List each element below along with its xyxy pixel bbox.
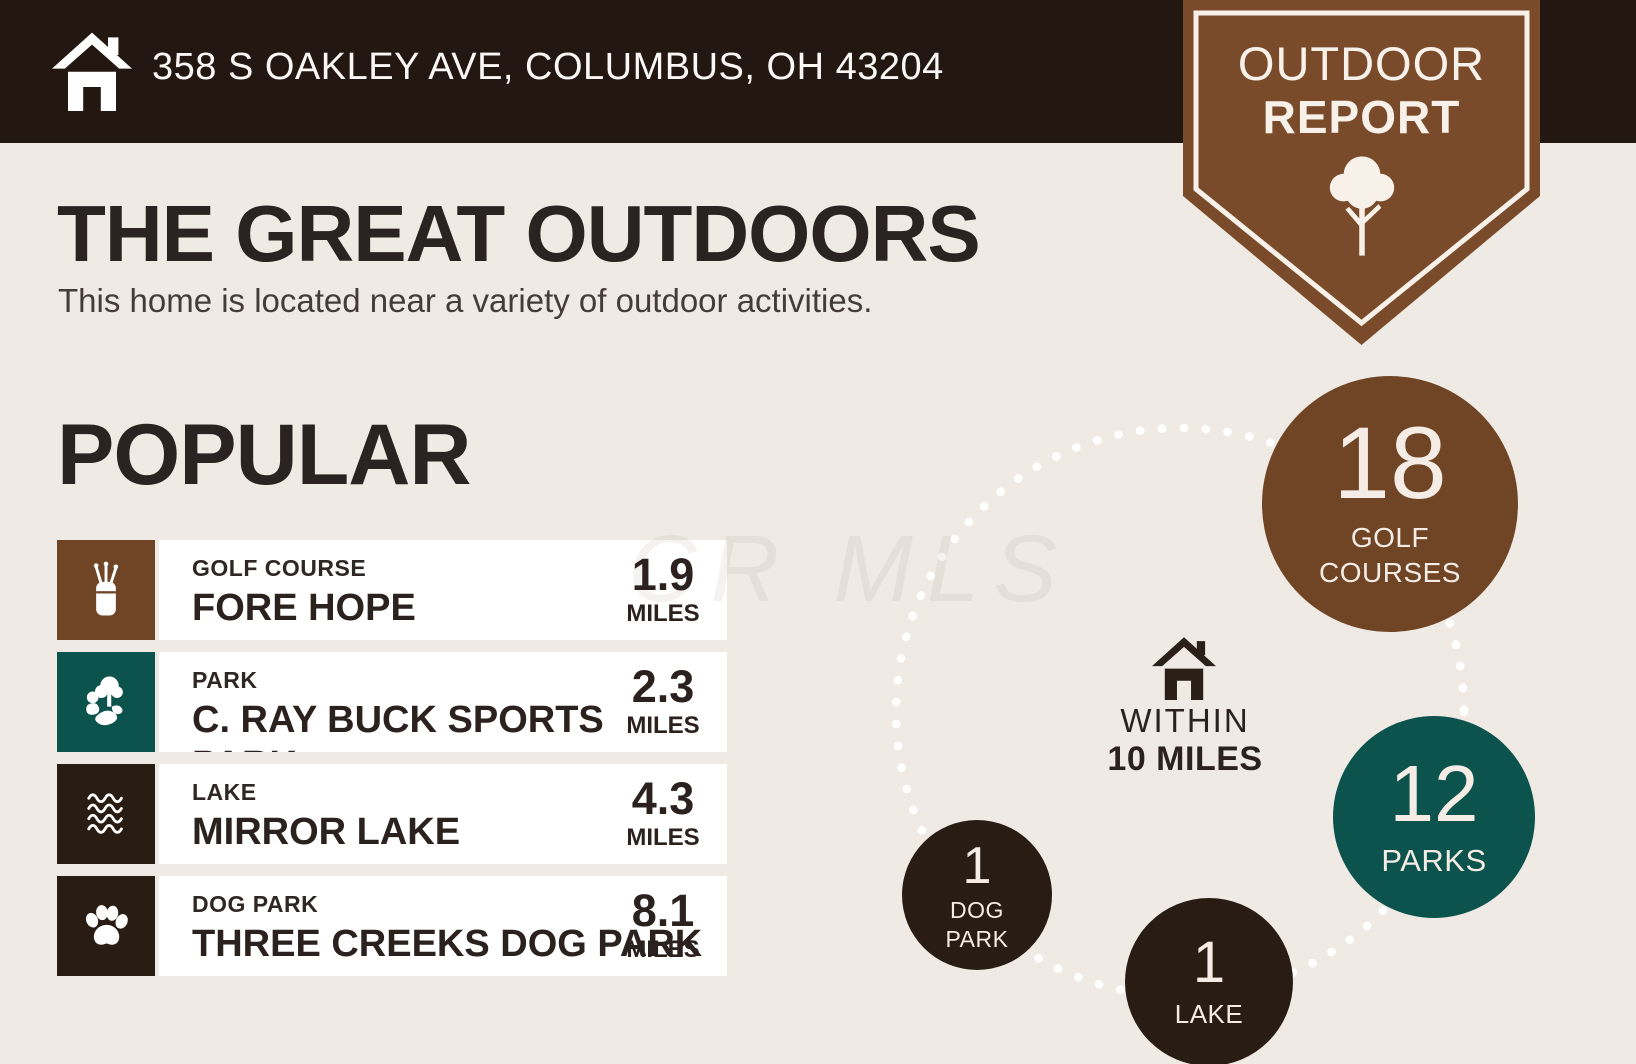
ribbon-title-line2: REPORT [1262, 91, 1461, 143]
item-distance-block: 2.3 MILES [613, 664, 713, 740]
category-icon-tile [57, 876, 155, 976]
bubble-count: 1 [1192, 929, 1226, 995]
item-distance: 8.1 [631, 885, 695, 936]
list-item-content: GOLF COURSE FORE HOPE 1.9 MILES [159, 540, 727, 640]
center-home-icon [1152, 637, 1216, 700]
park-trees-icon [86, 676, 123, 726]
bubble-count: 18 [1333, 406, 1447, 520]
list-item-lake: LAKE MIRROR LAKE 4.3 MILES [57, 764, 727, 864]
list-item-content: PARK C. RAY BUCK SPORTS PARK 2.3 MILES [159, 652, 727, 752]
list-item-content: LAKE MIRROR LAKE 4.3 MILES [159, 764, 727, 864]
list-item-park: PARK C. RAY BUCK SPORTS PARK 2.3 MILES [57, 652, 727, 752]
bubble-count: 12 [1389, 748, 1479, 838]
ribbon-title-line1: OUTDOOR [1237, 37, 1486, 90]
item-name: THREE CREEKS DOG PARK [192, 923, 703, 965]
item-name: MIRROR LAKE [192, 811, 461, 853]
bubble-label: LAKE [1174, 998, 1244, 1029]
item-category: DOG PARK [192, 891, 319, 917]
item-distance-block: 8.1 MILES [613, 888, 713, 964]
within-label: WITHIN [1120, 702, 1250, 739]
bubble-label: DOG PARK [945, 897, 1009, 952]
home-icon [52, 32, 132, 111]
item-category: LAKE [192, 779, 257, 805]
bubble-dog-park: 1 DOG PARK [902, 820, 1052, 970]
water-waves-icon [87, 793, 123, 834]
list-item-content: DOG PARK THREE CREEKS DOG PARK 8.1 MILES [159, 876, 727, 976]
item-name: C. RAY BUCK SPORTS PARK [192, 699, 604, 752]
outdoor-report-ribbon: OUTDOOR REPORT [1183, 0, 1540, 345]
item-distance: 4.3 [631, 773, 695, 824]
property-address: 358 S OAKLEY AVE, COLUMBUS, OH 43204 [152, 46, 944, 88]
radius-label: 10 MILES [1107, 740, 1263, 778]
page-subtitle: This home is located near a variety of o… [58, 282, 873, 319]
popular-list: GOLF COURSE FORE HOPE 1.9 MILES [57, 540, 727, 988]
bubble-count: 1 [962, 837, 992, 896]
watermark: CR MLS [628, 516, 1071, 622]
item-distance-block: 1.9 MILES [613, 552, 713, 628]
category-icon-tile [57, 652, 155, 752]
item-name: FORE HOPE [192, 587, 416, 629]
item-distance-unit: MILES [626, 600, 700, 627]
item-distance-unit: MILES [626, 936, 700, 963]
tree-icon [1329, 156, 1395, 256]
list-item-dog-park: DOG PARK THREE CREEKS DOG PARK 8.1 MILES [57, 876, 727, 976]
category-icon-tile [57, 540, 155, 640]
golf-bag-icon [93, 561, 119, 616]
popular-heading: POPULAR [57, 407, 471, 503]
item-category: PARK [192, 667, 258, 693]
item-distance: 2.3 [631, 661, 695, 712]
item-distance-unit: MILES [626, 824, 700, 851]
page-title: THE GREAT OUTDOORS [57, 189, 981, 278]
item-distance-unit: MILES [626, 712, 700, 739]
category-icon-tile [57, 764, 155, 864]
bubble-lake: 1 LAKE [1125, 898, 1293, 1064]
item-distance: 1.9 [631, 549, 695, 600]
item-category: GOLF COURSE [192, 555, 367, 581]
bubble-golf-courses: 18 GOLF COURSES [1262, 376, 1518, 632]
paw-icon [86, 905, 128, 945]
bubble-parks: 12 PARKS [1333, 716, 1535, 918]
list-item-golf-course: GOLF COURSE FORE HOPE 1.9 MILES [57, 540, 727, 640]
bubble-label: GOLF COURSES [1319, 522, 1461, 588]
item-distance-block: 4.3 MILES [613, 776, 713, 852]
bubble-label: PARKS [1381, 842, 1487, 878]
